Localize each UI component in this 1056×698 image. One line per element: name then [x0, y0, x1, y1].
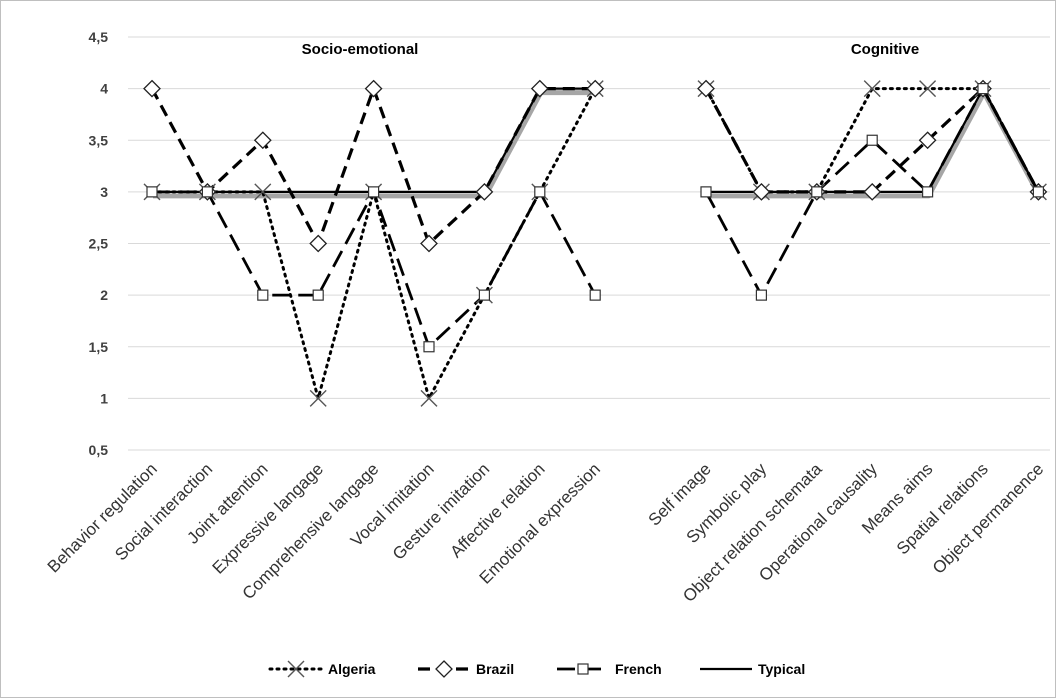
marker-algeria: [309, 389, 327, 407]
series-markers: [143, 79, 1048, 407]
marker-brazil: [863, 182, 882, 201]
y-tick-label: 1: [100, 390, 108, 406]
series-line-french: [152, 190, 597, 349]
y-tick-label: 1,5: [89, 339, 109, 355]
marker-french: [312, 289, 324, 301]
marker-french: [478, 289, 490, 301]
marker-french: [257, 289, 269, 301]
marker-french: [921, 186, 934, 198]
marker-algeria: [863, 80, 881, 98]
marker-french: [977, 83, 989, 95]
marker-brazil: [752, 182, 771, 201]
legend-item-french[interactable]: French: [557, 661, 662, 677]
marker-brazil: [697, 79, 715, 98]
marker-brazil: [364, 79, 383, 98]
y-tick-label: 4,5: [89, 29, 109, 45]
marker-french: [368, 186, 380, 198]
marker-algeria: [420, 389, 438, 407]
y-tick-label: 2,5: [89, 236, 109, 252]
marker-french: [201, 186, 213, 198]
y-tick-label: 3: [100, 184, 108, 200]
legend-marker-algeria: [287, 660, 305, 678]
marker-brazil: [253, 131, 272, 150]
y-tick-label: 0,5: [89, 442, 109, 458]
legend-item-algeria[interactable]: Algeria: [268, 660, 376, 678]
marker-french: [866, 134, 878, 146]
marker-french: [700, 186, 712, 198]
y-tick-label: 3,5: [89, 132, 109, 148]
y-tick-label: 2: [100, 287, 108, 303]
marker-algeria: [254, 183, 272, 201]
y-tick-label: 4: [100, 81, 108, 97]
marker-brazil: [309, 234, 328, 253]
legend-label-algeria: Algeria: [328, 661, 376, 677]
category-label: Object permanence: [929, 459, 1047, 577]
y-axis-ticks: 0,5 1 1,5 2 2,5 3 3,5 4 4,5: [89, 29, 109, 458]
category-label: Affective relation: [447, 459, 549, 561]
legend-label-typical: Typical: [758, 661, 805, 677]
legend-label-brazil: Brazil: [476, 661, 514, 677]
marker-brazil: [918, 131, 937, 150]
marker-french: [534, 186, 546, 198]
legend-marker-brazil: [435, 660, 453, 678]
marker-french: [755, 289, 768, 301]
marker-brazil: [420, 234, 438, 253]
series-line-brazil: [150, 87, 596, 246]
marker-french: [1032, 186, 1045, 198]
legend[interactable]: Algeria Brazil French Typical: [268, 660, 805, 678]
marker-algeria: [919, 80, 937, 98]
marker-brazil: [143, 79, 161, 98]
marker-brazil: [530, 79, 549, 98]
category-label: Social interaction: [111, 459, 216, 564]
legend-label-french: French: [615, 661, 662, 677]
panel-title-cognitive: Cognitive: [851, 41, 919, 58]
marker-brazil: [475, 182, 494, 201]
legend-item-brazil[interactable]: Brazil: [418, 660, 514, 678]
category-label: Gesture imitation: [389, 459, 493, 563]
marker-brazil: [586, 79, 605, 98]
marker-french: [811, 186, 823, 198]
legend-marker-french: [577, 663, 589, 675]
marker-french: [589, 289, 601, 301]
marker-french: [423, 341, 435, 353]
legend-item-typical[interactable]: Typical: [700, 661, 805, 677]
marker-french: [146, 186, 158, 198]
panel-title-socio-emotional: Socio-emotional: [302, 41, 419, 58]
